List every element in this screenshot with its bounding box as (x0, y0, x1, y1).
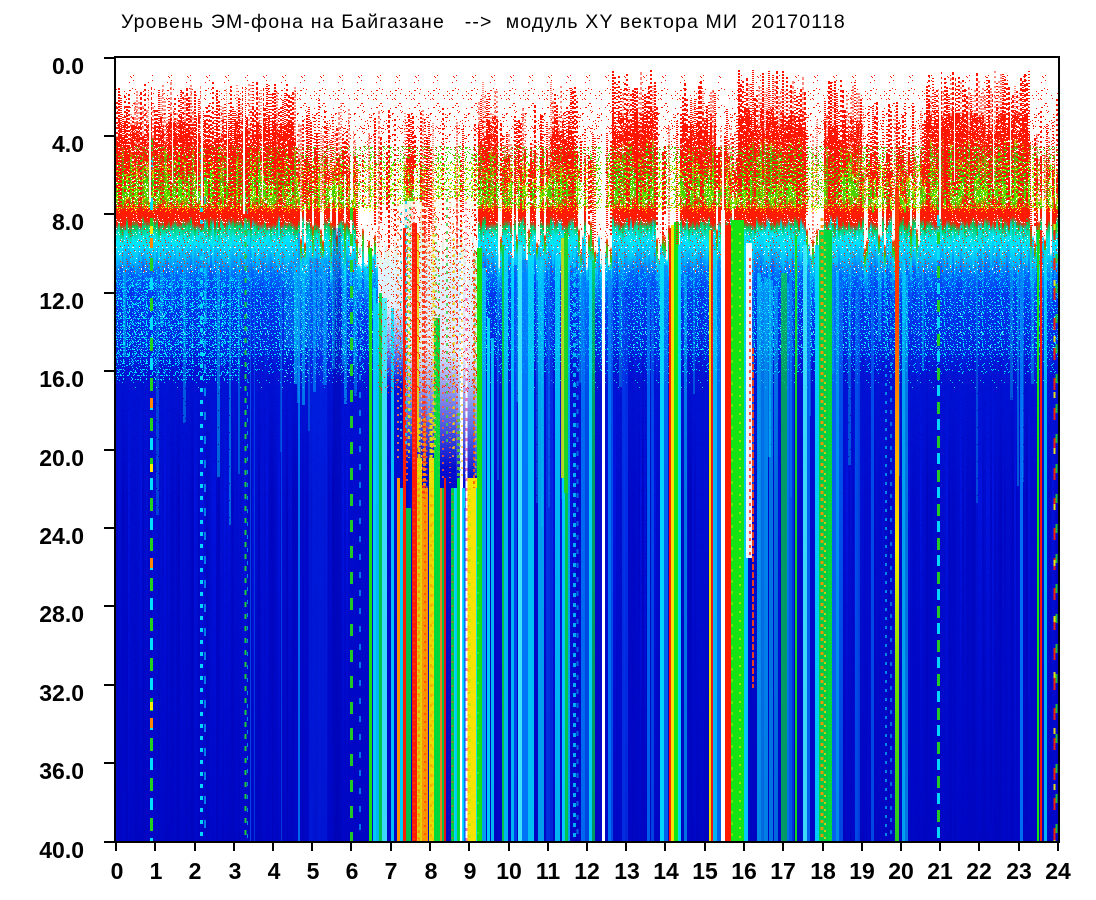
svg-text:5: 5 (307, 858, 320, 884)
svg-text:36.0: 36.0 (39, 758, 84, 784)
svg-text:0.0: 0.0 (52, 53, 84, 79)
svg-text:17: 17 (770, 858, 796, 884)
svg-text:14: 14 (653, 858, 679, 884)
svg-text:22: 22 (966, 858, 992, 884)
svg-text:23: 23 (1006, 858, 1032, 884)
svg-text:15: 15 (692, 858, 718, 884)
svg-text:9: 9 (464, 858, 477, 884)
svg-text:20: 20 (888, 858, 914, 884)
svg-text:24: 24 (1045, 858, 1071, 884)
svg-text:10: 10 (496, 858, 522, 884)
svg-text:0: 0 (111, 858, 124, 884)
svg-text:3: 3 (229, 858, 242, 884)
svg-text:40.0: 40.0 (39, 837, 84, 863)
svg-text:20.0: 20.0 (39, 445, 84, 471)
svg-text:16: 16 (731, 858, 757, 884)
svg-text:4.0: 4.0 (52, 131, 84, 157)
svg-text:28.0: 28.0 (39, 601, 84, 627)
svg-text:13: 13 (614, 858, 640, 884)
svg-text:21: 21 (927, 858, 953, 884)
svg-text:1: 1 (150, 858, 163, 884)
svg-text:Уровень ЭМ-фона на Байгазане: Уровень ЭМ-фона на Байгазане --> модуль … (121, 11, 846, 33)
svg-text:11: 11 (536, 858, 561, 884)
svg-text:19: 19 (849, 858, 875, 884)
svg-text:2: 2 (189, 858, 202, 884)
svg-text:7: 7 (385, 858, 398, 884)
svg-text:6: 6 (346, 858, 359, 884)
svg-text:18: 18 (810, 858, 836, 884)
svg-text:8.0: 8.0 (52, 209, 84, 235)
svg-text:32.0: 32.0 (39, 680, 84, 706)
svg-text:12.0: 12.0 (39, 288, 84, 314)
svg-text:4: 4 (268, 858, 281, 884)
svg-text:16.0: 16.0 (39, 366, 84, 392)
svg-text:12: 12 (574, 858, 600, 884)
svg-text:8: 8 (425, 858, 438, 884)
svg-text:24.0: 24.0 (39, 523, 84, 549)
